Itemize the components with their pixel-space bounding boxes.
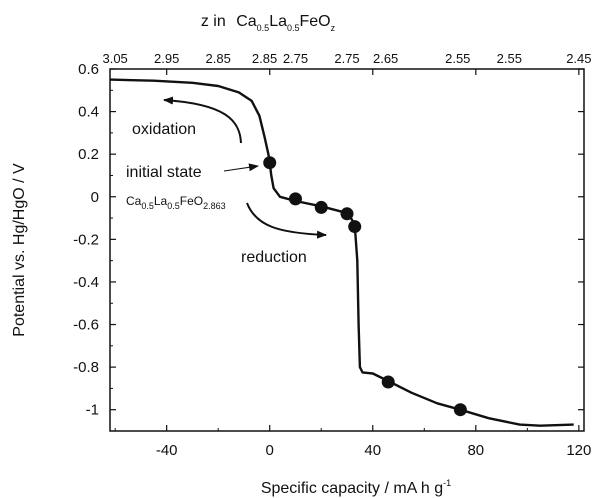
- data-point: [314, 200, 328, 214]
- top-tick-label: 2.85: [252, 51, 277, 66]
- data-point: [288, 192, 302, 206]
- y-tick-label: -0.4: [73, 274, 99, 291]
- x-tick-label: 80: [467, 442, 484, 459]
- annotation-oxidation: oxidation: [132, 121, 196, 138]
- data-point: [348, 220, 362, 234]
- plot-frame: [109, 68, 585, 432]
- y-axis-title: Potential vs. Hg/HgO / V: [11, 163, 28, 337]
- top-tick-label: 2.45: [566, 51, 591, 66]
- y-tick-label: 0.4: [78, 104, 99, 121]
- y-tick-label: -1: [86, 402, 99, 419]
- top-axis-title: z in Ca0.5La0.5FeOz: [201, 13, 336, 33]
- top-tick-label: 2.55: [497, 51, 522, 66]
- annotation-initial-formula: Ca0.5La0.5FeO2.863: [126, 194, 226, 211]
- y-tick-label: 0: [91, 189, 99, 206]
- y-tick-label: -0.8: [73, 359, 99, 376]
- annotation-initial-state: initial state: [126, 164, 202, 181]
- top-tick-label: 2.75: [283, 51, 308, 66]
- y-tick-label: 0.6: [78, 61, 99, 78]
- initial-state-arrow: [223, 163, 259, 172]
- y-tick-label: -0.6: [73, 317, 99, 334]
- x-tick-label: -40: [156, 442, 178, 459]
- top-tick-label: 2.85: [206, 51, 231, 66]
- x-axis-title: Specific capacity / mA h g-1: [261, 478, 451, 497]
- tick-labels: -40 0 40 80 120 0.6 0.4 0.2 0 -0.2 -0.4 -0.6 -0.8 -1 3…: [73, 51, 591, 459]
- top-tick-label: 2.95: [154, 51, 179, 66]
- data-point: [263, 156, 277, 170]
- data-point: [340, 207, 354, 221]
- oxidation-arrow: [163, 96, 242, 144]
- reduction-arrow: [246, 202, 327, 239]
- axis-ticks: [110, 68, 584, 432]
- annotation-reduction: reduction: [241, 249, 307, 266]
- y-tick-label: -0.2: [73, 231, 99, 248]
- top-tick-label: 2.55: [445, 51, 470, 66]
- data-point: [453, 403, 467, 417]
- top-tick-label: 2.65: [373, 51, 398, 66]
- x-tick-label: 0: [266, 442, 274, 459]
- x-tick-label: 120: [566, 442, 591, 459]
- top-tick-label: 2.75: [334, 51, 359, 66]
- y-tick-label: 0.2: [78, 146, 99, 163]
- top-tick-label: 3.05: [102, 51, 127, 66]
- x-tick-label: 40: [364, 442, 381, 459]
- series-group: [109, 78, 574, 427]
- data-point: [381, 375, 395, 389]
